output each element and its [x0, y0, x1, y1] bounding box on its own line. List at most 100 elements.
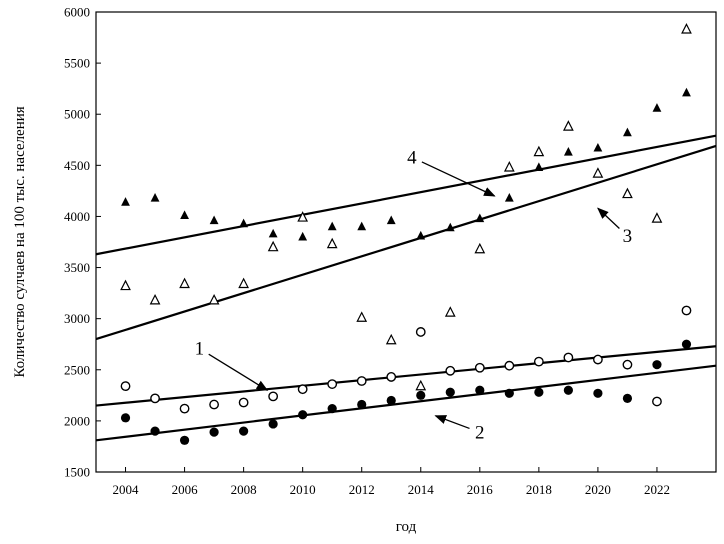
- filled-circle-point: [268, 419, 278, 429]
- open-triangle-point: [592, 167, 604, 178]
- open-triangle-point: [385, 333, 397, 345]
- y-tick-label: 1500: [64, 465, 90, 480]
- annotations: 1 2 3 4: [195, 147, 633, 443]
- open-triangle-point: [356, 311, 368, 322]
- x-tick-label: 2020: [585, 482, 611, 497]
- open-triangle-point: [503, 161, 515, 172]
- open-circle-point: [238, 397, 249, 408]
- open-triangle-point: [120, 279, 131, 291]
- filled-triangle-point: [593, 142, 603, 152]
- y-tick-label: 6000: [64, 5, 90, 20]
- x-tick-label: 2022: [644, 482, 670, 497]
- filled-circle-point: [150, 426, 160, 436]
- x-tick-label: 2004: [113, 482, 140, 497]
- annotation-arrow-3: [597, 207, 620, 229]
- open-circle-point: [327, 379, 338, 389]
- x-tick-label: 2010: [290, 482, 316, 497]
- filled-circle-point: [327, 404, 337, 414]
- trendline-3: [95, 144, 717, 341]
- open-triangle-point: [415, 379, 427, 391]
- open-circle-point: [533, 356, 544, 367]
- x-tick-label: 2018: [526, 482, 552, 497]
- plot-area-frame: [95, 11, 717, 473]
- filled-triangle-point: [386, 215, 396, 225]
- open-triangle-point: [238, 277, 249, 289]
- filled-circle-point: [593, 388, 603, 398]
- filled-triangle-point: [209, 215, 219, 225]
- filled-circle-point: [179, 435, 190, 445]
- x-tick-label: 2012: [349, 482, 375, 497]
- open-triangle-point: [563, 120, 574, 131]
- open-triangle-point: [474, 242, 486, 254]
- filled-triangle-point: [416, 230, 426, 240]
- y-tick-label: 3000: [64, 311, 90, 326]
- open-triangle-point: [326, 237, 338, 249]
- open-circle-point: [681, 305, 692, 316]
- x-axis-title: год: [396, 519, 417, 535]
- y-tick-label: 4000: [64, 209, 90, 224]
- open-triangle-point: [149, 293, 161, 305]
- open-circle-point: [356, 376, 367, 386]
- y-tick-label: 5000: [64, 107, 90, 122]
- open-triangle-point: [533, 145, 545, 157]
- y-tick-label: 2500: [64, 362, 90, 377]
- filled-circle-point: [563, 385, 573, 395]
- filled-triangle-point: [475, 213, 485, 223]
- open-circle-point: [415, 327, 426, 337]
- annotation-arrow-2: [434, 415, 470, 430]
- data-points: [120, 23, 692, 445]
- open-triangle-point: [651, 212, 663, 223]
- filled-triangle-point: [268, 228, 278, 238]
- open-triangle-point: [179, 277, 190, 289]
- x-tick-label: 2016: [467, 482, 494, 497]
- filled-triangle-point: [682, 87, 691, 97]
- filled-circle-point: [475, 385, 485, 395]
- filled-circle-point: [357, 399, 367, 410]
- open-circle-point: [179, 403, 190, 414]
- open-circle-point: [150, 393, 160, 404]
- filled-circle-point: [416, 390, 426, 400]
- open-triangle-point: [208, 293, 220, 305]
- y-tick-label: 2000: [64, 413, 90, 428]
- open-triangle-point: [444, 306, 456, 317]
- open-circle-point: [268, 391, 279, 402]
- open-circle-point: [120, 381, 131, 392]
- filled-circle-point: [120, 413, 131, 423]
- annotation-label-2: 2: [475, 422, 485, 443]
- open-circle-point: [563, 352, 574, 363]
- filled-triangle-point: [623, 127, 632, 137]
- open-circle-point: [445, 365, 456, 376]
- filled-circle-point: [445, 387, 455, 397]
- annotation-label-3: 3: [623, 226, 633, 247]
- y-tick-label: 5500: [64, 56, 90, 71]
- annotation-arrow-1: [208, 353, 269, 391]
- filled-circle-point: [681, 339, 692, 349]
- trendline-4: [95, 134, 717, 256]
- filled-triangle-point: [327, 221, 337, 231]
- filled-triangle-point: [239, 218, 249, 228]
- x-tick-label: 2006: [172, 482, 199, 497]
- open-circle-point: [593, 354, 603, 365]
- filled-triangle-point: [121, 197, 130, 206]
- open-triangle-point: [681, 23, 692, 34]
- open-circle-point: [209, 399, 219, 410]
- open-triangle-point: [267, 240, 279, 252]
- filled-triangle-point: [534, 162, 544, 171]
- filled-circle-point: [298, 410, 308, 420]
- open-triangle-point: [297, 211, 309, 222]
- filled-circle-point: [209, 427, 219, 437]
- filled-circle-point: [622, 393, 633, 403]
- y-tick-label: 4500: [64, 158, 90, 173]
- filled-triangle-point: [563, 147, 573, 156]
- annotation-arrow-4: [421, 161, 496, 197]
- open-circle-point: [622, 359, 633, 370]
- axis-ticks: 2004 2006 2008 2010 2012 2014 2016 2018 2020 2022…: [64, 5, 670, 498]
- annotation-label-1: 1: [195, 338, 205, 359]
- filled-triangle-point: [652, 103, 662, 112]
- open-circle-point: [504, 360, 515, 371]
- x-tick-label: 2008: [231, 482, 257, 497]
- filled-triangle-point: [504, 193, 514, 202]
- filled-circle-point: [652, 360, 662, 370]
- y-tick-label: 3500: [64, 260, 90, 275]
